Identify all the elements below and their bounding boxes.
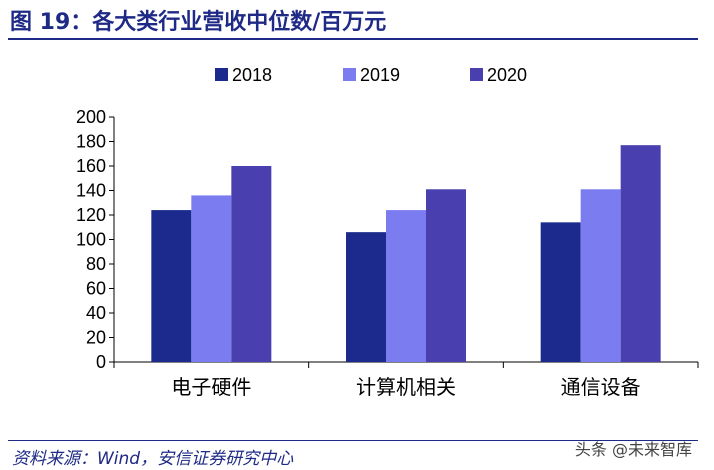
legend-swatch-2018 xyxy=(215,68,228,81)
y-tick-label: 40 xyxy=(86,303,106,323)
bar-2019-1 xyxy=(191,195,232,362)
x-tick-label: 电子硬件 xyxy=(171,375,251,399)
y-tick-label: 140 xyxy=(76,181,106,201)
bar-2018-2 xyxy=(346,232,386,362)
x-tick-label: 通信设备 xyxy=(561,375,641,399)
watermark: 头条 @未来智库 xyxy=(574,440,692,459)
bar-2019-3 xyxy=(580,189,621,362)
source-note: 资料来源：Wind，安信证券研究中心 xyxy=(12,449,294,469)
title-rule xyxy=(8,38,698,40)
y-tick-label: 60 xyxy=(86,279,106,299)
bar-2020-1 xyxy=(231,166,272,362)
legend-swatch-2020 xyxy=(470,68,483,81)
y-tick-label: 120 xyxy=(76,205,106,225)
y-tick-label: 100 xyxy=(76,230,106,250)
page-title: 图 19：各大类行业营收中位数/百万元 xyxy=(10,10,387,35)
bar-2018-3 xyxy=(540,222,581,362)
y-tick-label: 20 xyxy=(86,328,106,348)
bar-2019-2 xyxy=(386,210,426,362)
legend-label-2019: 2019 xyxy=(360,65,400,85)
legend-label-2018: 2018 xyxy=(232,65,272,85)
x-tick-label: 计算机相关 xyxy=(356,375,456,399)
bar-2020-3 xyxy=(620,145,661,362)
bar-2018-1 xyxy=(151,210,192,362)
y-tick-label: 80 xyxy=(86,254,106,274)
y-tick-label: 0 xyxy=(96,352,106,372)
legend-label-2020: 2020 xyxy=(487,65,527,85)
footer-rule xyxy=(8,440,698,441)
y-tick-label: 160 xyxy=(76,156,106,176)
legend-swatch-2019 xyxy=(343,68,356,81)
bar-2020-2 xyxy=(426,189,466,362)
y-tick-label: 180 xyxy=(76,132,106,152)
y-tick-label: 200 xyxy=(76,107,106,127)
